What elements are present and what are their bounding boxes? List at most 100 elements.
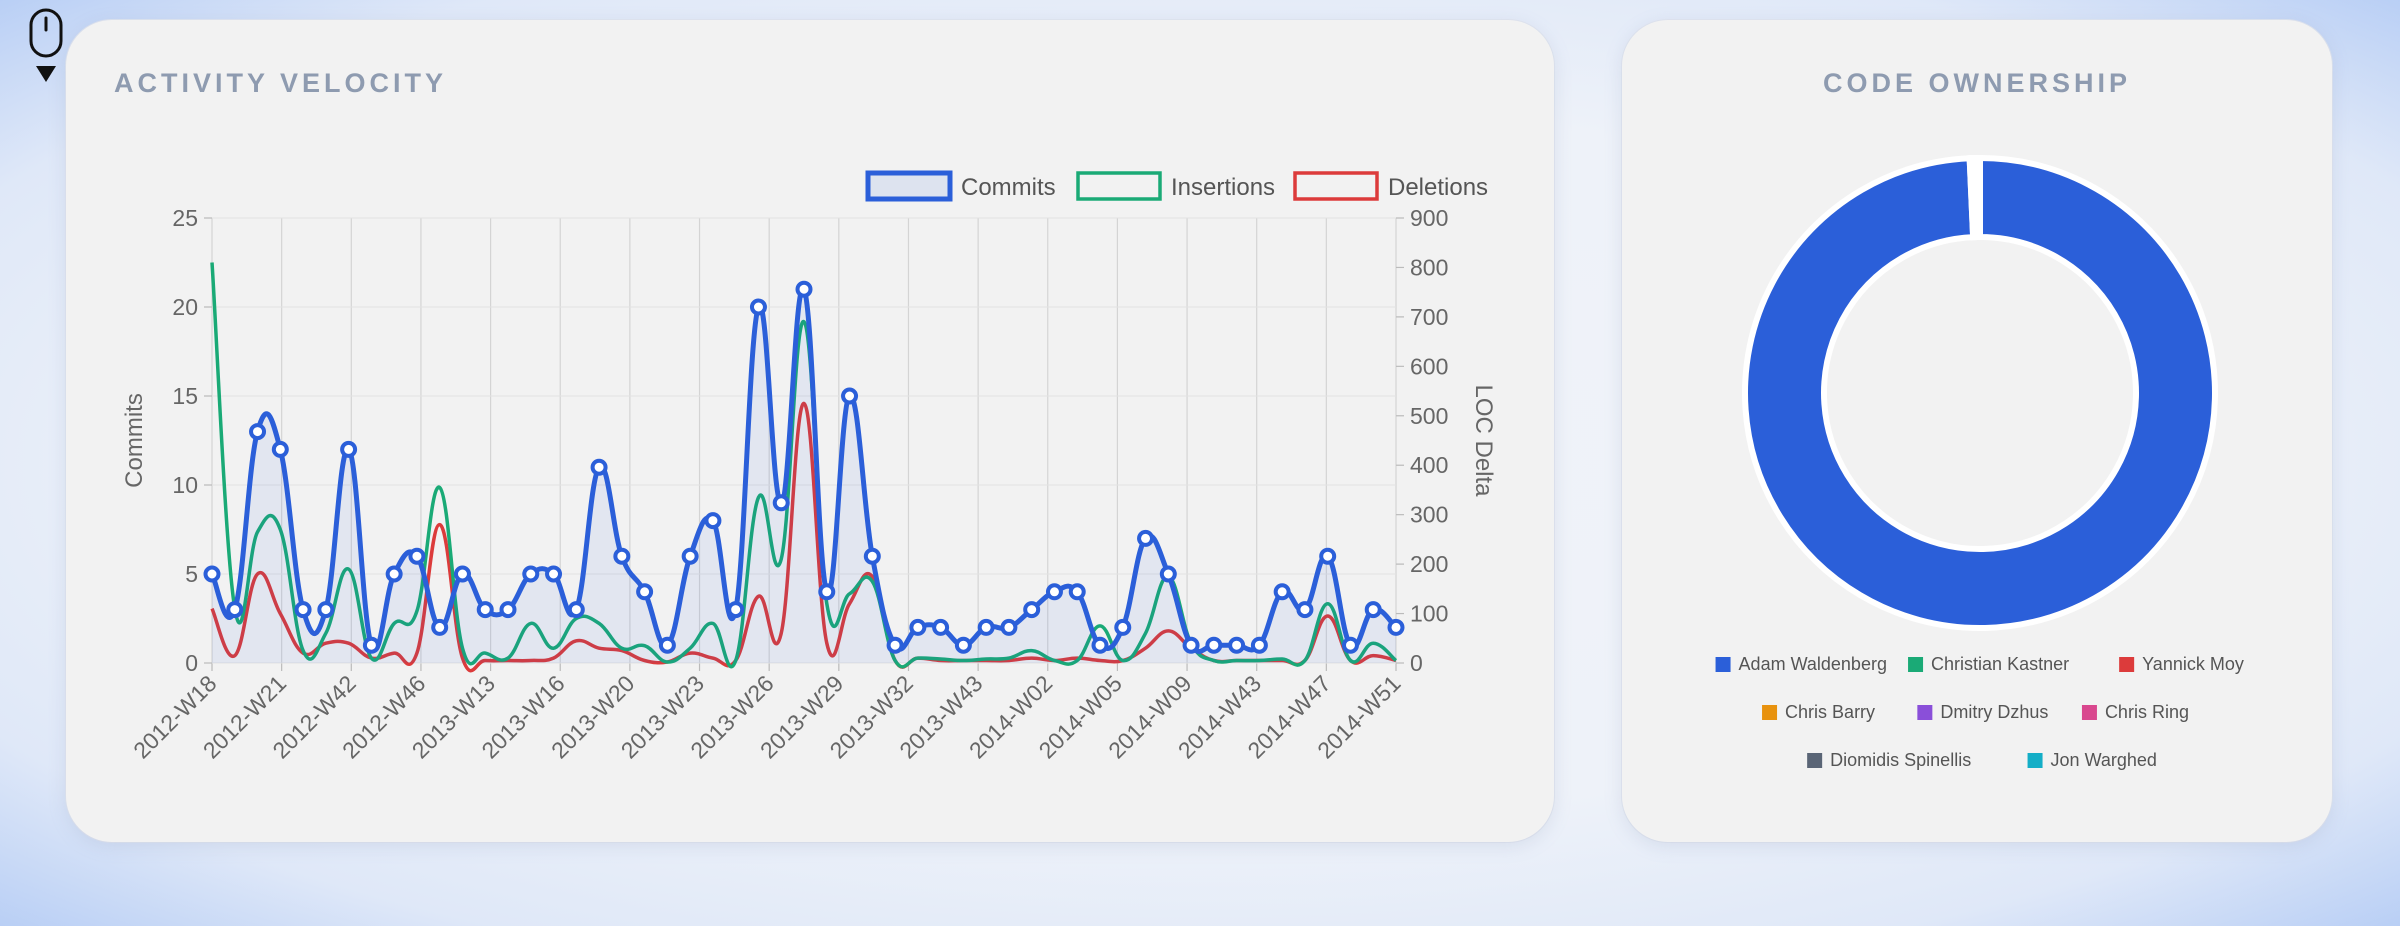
commits-point [886,636,904,654]
pie-legend-label: Jon Warghed [2051,750,2157,770]
legend-label-deletions: Deletions [1388,174,1488,201]
commits-point [1341,636,1359,654]
y-tick-label: 25 [172,205,198,231]
pie-legend-swatch [2119,657,2135,672]
y2-tick-label: 0 [1410,650,1423,676]
commits-point [636,583,654,601]
commits-point [1159,565,1177,583]
commits-point [590,458,608,476]
commits-point [408,547,426,565]
commits-point [1091,636,1109,654]
commits-point [658,636,676,654]
code-ownership-chart: Adam Waldenberg Christian Kastner Yannick … [1715,154,2244,770]
donut-slice [1975,154,1983,241]
caret-down-icon [36,66,56,82]
commits-point [1182,636,1200,654]
commits-area [212,288,1396,663]
commits-point [362,636,380,654]
y-axis-title: Commits [121,393,148,488]
commits-point [203,565,221,583]
commits-point [1364,601,1382,619]
commits-point [294,601,312,619]
commits-point [431,618,449,636]
code-ownership-card: CODE OWNERSHIP Adam Waldenberg Christian … [1622,20,2332,842]
commits-point [567,601,585,619]
y2-tick-label: 300 [1410,502,1448,528]
commits-point [1068,583,1086,601]
commits-point [1250,636,1268,654]
pie-legend-label: Yannick Moy [2142,654,2244,674]
commits-point [1296,601,1314,619]
pie-legend-label: Adam Waldenberg [1739,654,1887,674]
commits-point [476,601,494,619]
y-tick-label: 15 [172,383,198,409]
pie-legend-label: Dmitry Dzhus [1940,702,2048,722]
commits-point [1023,601,1041,619]
commits-point [681,547,699,565]
y-tick-label: 20 [172,294,198,320]
legend-swatch-commits [865,170,953,202]
pie-legend-swatch [2081,705,2097,720]
commits-point [453,565,471,583]
commits-point [1000,618,1018,636]
pie-legend-swatch [1715,657,1731,672]
commits-point [795,280,813,298]
commits-point [909,618,927,636]
y2-tick-label: 700 [1410,304,1448,330]
commits-point [1273,583,1291,601]
commits-point [271,440,289,458]
legend-label-commits: Commits [961,174,1056,201]
commits-point [932,618,950,636]
y2-tick-label: 600 [1410,353,1448,379]
commits-point [1045,583,1063,601]
commits-point [249,423,267,441]
activity-velocity-card: ACTIVITY VELOCITY 2012-W18 2012-W21 2012-W… [66,20,1554,842]
donut-slice [1742,154,2219,631]
commits-point [863,547,881,565]
pie-legend-swatch [1917,705,1933,720]
commits-point [1319,547,1337,565]
commits-point [1387,618,1405,636]
y2-tick-label: 800 [1410,254,1448,280]
commits-point [340,440,358,458]
pie-legend-swatch [1908,657,1924,672]
commits-point [1228,636,1246,654]
commits-point [954,636,972,654]
y-tick-label: 10 [172,472,198,498]
commits-point [749,298,767,316]
commits-point [772,494,790,512]
pie-legend-label: Chris Barry [1785,702,1875,722]
legend-swatch-insertions [1076,171,1162,201]
legend-swatch-deletions [1293,171,1379,201]
commits-point [522,565,540,583]
commits-point [613,547,631,565]
y2-tick-label: 200 [1410,551,1448,577]
commits-point [226,601,244,619]
y-tick-label: 0 [185,650,198,676]
commits-point [317,601,335,619]
y2-axis-title: LOC Delta [1470,384,1497,497]
commits-point [977,618,995,636]
commits-point [1205,636,1223,654]
activity-velocity-chart: 2012-W182012-W212012-W422012-W462013-W13… [121,170,1497,764]
pie-legend-swatch [1807,753,1823,768]
legend-label-insertions: Insertions [1171,174,1275,201]
commits-point [818,583,836,601]
commits-point [385,565,403,583]
commits-point [704,512,722,530]
y2-tick-label: 500 [1410,403,1448,429]
commits-point [499,601,517,619]
pie-legend-label: Chris Ring [2105,702,2189,722]
pie-legend-label: Christian Kastner [1931,654,2069,674]
commits-point [727,601,745,619]
commits-point [841,387,859,405]
y-tick-label: 5 [185,561,198,587]
commits-point [545,565,563,583]
y2-tick-label: 900 [1410,205,1448,231]
commits-point [1137,529,1155,547]
activity-velocity-title: ACTIVITY VELOCITY [114,68,448,98]
y2-tick-label: 400 [1410,452,1448,478]
code-ownership-title: CODE OWNERSHIP [1822,68,2132,98]
y2-tick-label: 100 [1410,601,1448,627]
pie-legend-swatch [1762,705,1778,720]
